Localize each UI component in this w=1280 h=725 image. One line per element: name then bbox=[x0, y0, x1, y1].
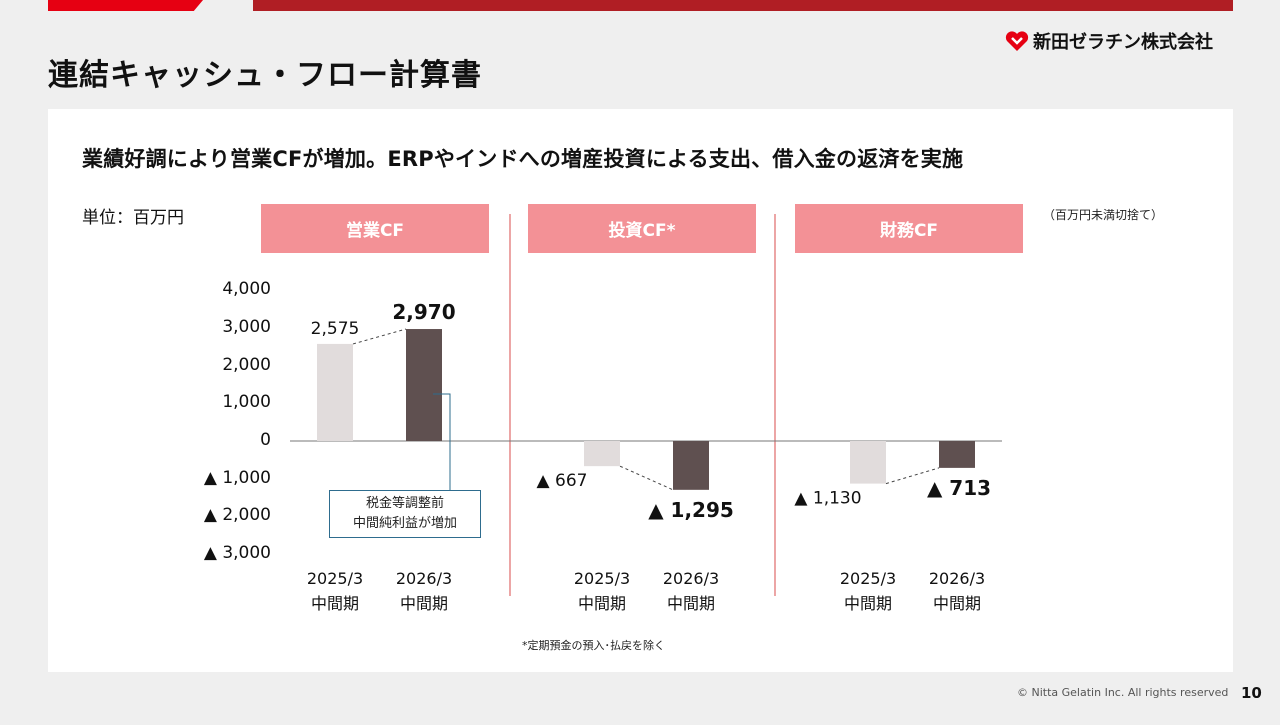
period-label: 2026/3 中間期 bbox=[384, 566, 464, 616]
period-label: 2026/3 中間期 bbox=[651, 566, 731, 616]
nitta-logo-icon bbox=[1005, 31, 1029, 51]
bar-0-0 bbox=[317, 343, 353, 441]
page-number: 10 bbox=[1241, 684, 1262, 702]
period-sub: 中間期 bbox=[310, 594, 359, 613]
callout-line1: 税金等調整前 bbox=[365, 496, 444, 511]
bar-2-0 bbox=[850, 441, 886, 484]
category-header-operating: 営業CF bbox=[261, 204, 489, 253]
y-tick-label: 2,000 bbox=[222, 354, 271, 375]
value-label: ▲ 667 bbox=[537, 471, 588, 491]
period-sub: 中間期 bbox=[399, 594, 448, 613]
bar-2-1 bbox=[939, 441, 975, 468]
y-tick-label: 3,000 bbox=[222, 316, 271, 337]
y-tick-label: 4,000 bbox=[222, 279, 271, 300]
y-tick-label: ▲ 2,000 bbox=[203, 505, 271, 526]
value-label: ▲ 1,130 bbox=[794, 489, 861, 509]
callout-box: 税金等調整前 中間純利益が増加 bbox=[329, 490, 481, 538]
period-label: 2025/3 中間期 bbox=[295, 566, 375, 616]
company-logo: 新田ゼラチン株式会社 bbox=[1005, 28, 1213, 54]
period-year: 2026/3 bbox=[662, 569, 720, 588]
period-sub: 中間期 bbox=[843, 594, 892, 613]
bar-1-1 bbox=[673, 441, 709, 490]
callout-connector bbox=[433, 393, 451, 490]
period-sub: 中間期 bbox=[666, 594, 715, 613]
period-year: 2026/3 bbox=[395, 569, 453, 588]
bar-1-0 bbox=[584, 441, 620, 467]
footnote: *定期預金の預入･払戻を除く bbox=[522, 639, 665, 652]
period-label: 2025/3 中間期 bbox=[562, 566, 642, 616]
period-sub: 中間期 bbox=[932, 594, 981, 613]
y-tick-label: 1,000 bbox=[222, 392, 271, 413]
company-name: 新田ゼラチン株式会社 bbox=[1033, 32, 1213, 53]
value-label: ▲ 1,295 bbox=[648, 498, 734, 522]
category-header-investing: 投資CF* bbox=[528, 204, 756, 253]
bar-connector bbox=[352, 328, 407, 345]
y-tick-label: ▲ 3,000 bbox=[203, 543, 271, 564]
content-card bbox=[48, 109, 1233, 672]
period-year: 2025/3 bbox=[839, 569, 897, 588]
bar-0-1 bbox=[406, 329, 442, 441]
period-year: 2025/3 bbox=[306, 569, 364, 588]
bar-connector bbox=[619, 465, 674, 491]
top-accent-bar bbox=[48, 0, 1233, 11]
value-label: 2,575 bbox=[311, 319, 360, 339]
y-tick-label: 0 bbox=[260, 430, 271, 450]
page-title: 連結キャッシュ・フロー計算書 bbox=[48, 58, 482, 93]
category-header-financing: 財務CF bbox=[795, 204, 1023, 253]
y-tick-label: ▲ 1,000 bbox=[203, 467, 271, 488]
value-label: ▲ 713 bbox=[927, 476, 991, 500]
value-label: 2,970 bbox=[392, 300, 455, 324]
period-label: 2025/3 中間期 bbox=[828, 566, 908, 616]
unit-label: 単位：百万円 bbox=[82, 208, 184, 228]
period-label: 2026/3 中間期 bbox=[917, 566, 997, 616]
period-year: 2025/3 bbox=[573, 569, 631, 588]
period-year: 2026/3 bbox=[928, 569, 986, 588]
headline: 業績好調により営業CFが増加。ERPやインドへの増産投資による支出、借入金の返済… bbox=[82, 147, 964, 171]
rounding-note: （百万円未満切捨て） bbox=[1043, 208, 1164, 222]
copyright: © Nitta Gelatin Inc. All rights reserved bbox=[1017, 686, 1229, 699]
callout-line2: 中間純利益が増加 bbox=[352, 516, 457, 531]
period-sub: 中間期 bbox=[577, 594, 626, 613]
